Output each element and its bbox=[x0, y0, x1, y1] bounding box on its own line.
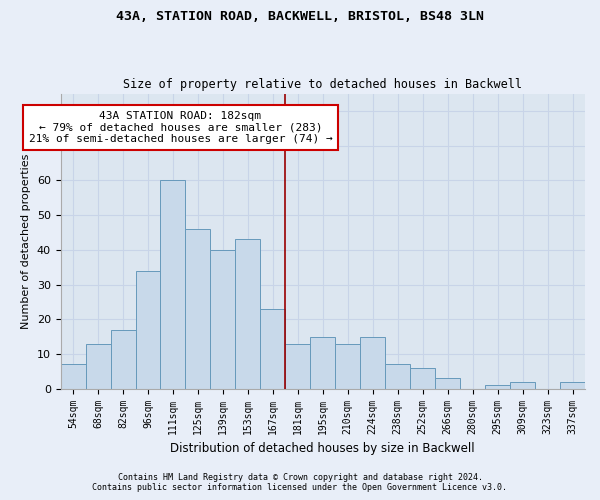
Bar bbox=[235, 240, 260, 388]
Bar bbox=[86, 344, 110, 388]
Bar bbox=[260, 309, 286, 388]
Bar bbox=[211, 250, 235, 388]
Bar bbox=[61, 364, 86, 388]
Bar bbox=[560, 382, 585, 388]
Title: Size of property relative to detached houses in Backwell: Size of property relative to detached ho… bbox=[123, 78, 522, 91]
Text: 43A, STATION ROAD, BACKWELL, BRISTOL, BS48 3LN: 43A, STATION ROAD, BACKWELL, BRISTOL, BS… bbox=[116, 10, 484, 23]
Bar bbox=[160, 180, 185, 388]
Text: 43A STATION ROAD: 182sqm
← 79% of detached houses are smaller (283)
21% of semi-: 43A STATION ROAD: 182sqm ← 79% of detach… bbox=[29, 111, 332, 144]
Bar bbox=[286, 344, 310, 388]
Bar bbox=[485, 385, 510, 388]
Bar bbox=[335, 344, 360, 388]
Bar bbox=[510, 382, 535, 388]
Y-axis label: Number of detached properties: Number of detached properties bbox=[21, 154, 31, 329]
Bar bbox=[360, 336, 385, 388]
Bar bbox=[185, 229, 211, 388]
Bar bbox=[410, 368, 435, 388]
Bar bbox=[385, 364, 410, 388]
X-axis label: Distribution of detached houses by size in Backwell: Distribution of detached houses by size … bbox=[170, 442, 475, 455]
Bar bbox=[435, 378, 460, 388]
Bar bbox=[136, 270, 160, 388]
Bar bbox=[110, 330, 136, 388]
Bar bbox=[310, 336, 335, 388]
Text: Contains HM Land Registry data © Crown copyright and database right 2024.
Contai: Contains HM Land Registry data © Crown c… bbox=[92, 473, 508, 492]
